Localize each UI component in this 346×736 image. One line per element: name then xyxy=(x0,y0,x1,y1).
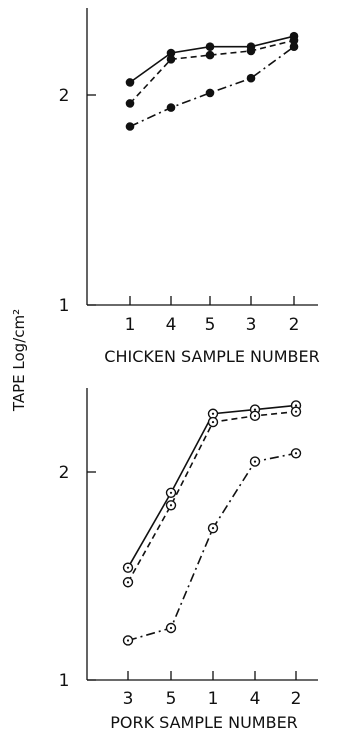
chicken-point xyxy=(205,42,215,51)
pork-point-center xyxy=(126,581,130,584)
chicken-point xyxy=(166,55,176,64)
pork-series xyxy=(122,400,302,646)
chicken-y-tick-label: 2 xyxy=(59,86,70,106)
pork-point-center xyxy=(169,626,173,630)
chicken-series xyxy=(125,31,299,131)
pork-point-center xyxy=(126,639,130,642)
pork-series-line-dashed xyxy=(127,410,297,583)
pork-point-center xyxy=(253,408,257,411)
pork-series-line-solid xyxy=(127,404,297,569)
pork-point-center xyxy=(253,460,257,463)
pork-point-center xyxy=(211,527,215,530)
chicken-point xyxy=(205,50,215,60)
chicken-x-tick-label: 2 xyxy=(289,315,300,335)
chicken-point xyxy=(125,78,135,87)
chicken-point xyxy=(289,36,299,45)
pork-y-tick-label: 1 xyxy=(59,671,70,691)
pork-point-center xyxy=(294,410,298,413)
pork-x-ticks: 3 5 1 4 2 xyxy=(123,671,302,709)
chicken-y-tick-label: 1 xyxy=(59,296,70,316)
chicken-point xyxy=(166,103,176,112)
pork-point-center xyxy=(294,404,298,407)
pork-x-tick-label: 3 xyxy=(123,689,134,709)
pork-point-center xyxy=(169,491,173,494)
pork-x-tick-label: 5 xyxy=(166,689,177,709)
pork-point-center xyxy=(169,504,173,507)
chicken-point xyxy=(289,42,299,51)
pork-point-center xyxy=(211,420,215,424)
pork-point-center xyxy=(294,452,298,455)
chicken-point xyxy=(205,88,215,98)
chicken-x-tick-label: 1 xyxy=(125,315,136,335)
chicken-point xyxy=(166,48,176,58)
pork-point-center xyxy=(211,412,215,415)
chicken-point xyxy=(125,122,135,131)
chicken-y-ticks: 12 xyxy=(59,86,96,316)
chicken-x-tick-label: 4 xyxy=(166,315,177,335)
pork-x-tick-label: 2 xyxy=(291,689,302,709)
chicken-point xyxy=(246,46,256,56)
chicken-point xyxy=(246,73,256,83)
chicken-x-label: CHICKEN SAMPLE NUMBER xyxy=(104,347,319,366)
shared-y-label: TAPE Log/cm² xyxy=(10,309,28,412)
chicken-x-tick-label: 3 xyxy=(246,315,257,335)
pork-y-tick-label: 2 xyxy=(59,463,70,483)
chicken-point xyxy=(125,99,135,108)
chicken-x-tick-label: 5 xyxy=(205,315,216,335)
pork-point-center xyxy=(253,414,257,417)
pork-x-tick-label: 1 xyxy=(208,689,219,709)
pork-point-center xyxy=(126,566,130,569)
pork-x-label: PORK SAMPLE NUMBER xyxy=(110,713,298,732)
pork-y-ticks: 12 xyxy=(59,463,96,691)
chicken-x-ticks: 1 4 5 3 2 xyxy=(125,296,300,335)
pork-series-line-dash-dot xyxy=(127,452,297,642)
chicken-series-line-dashed xyxy=(129,39,295,104)
pork-x-tick-label: 4 xyxy=(250,689,261,709)
